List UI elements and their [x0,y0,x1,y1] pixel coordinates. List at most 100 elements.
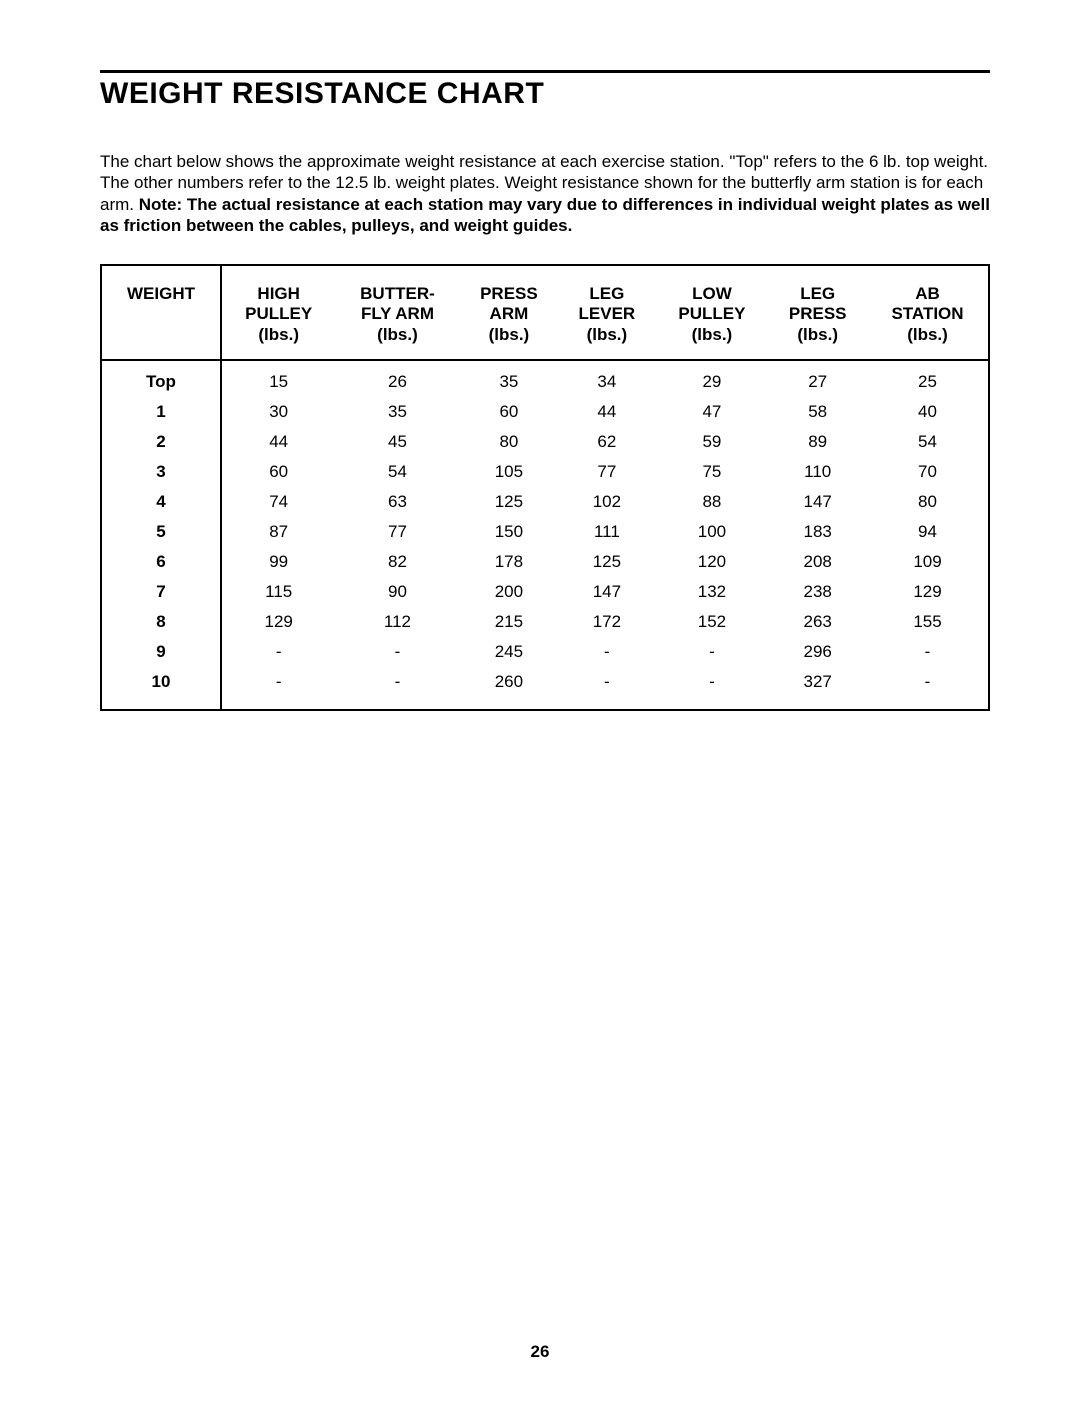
value-cell: 58 [768,397,867,427]
value-cell: 120 [656,547,769,577]
table-row: 130356044475840 [101,397,989,427]
table-header-cell: ABSTATION(lbs.) [867,265,989,360]
value-cell: - [221,667,335,710]
value-cell: 80 [867,487,989,517]
table-row: 36054105777511070 [101,457,989,487]
value-cell: 27 [768,360,867,397]
value-cell: 34 [558,360,655,397]
weight-label-cell: 4 [101,487,221,517]
value-cell: - [558,667,655,710]
value-cell: 183 [768,517,867,547]
value-cell: 70 [867,457,989,487]
table-header-cell: BUTTER-FLY ARM(lbs.) [335,265,459,360]
value-cell: 263 [768,607,867,637]
value-cell: 129 [867,577,989,607]
table-header: WEIGHTHIGHPULLEY(lbs.)BUTTER-FLY ARM(lbs… [101,265,989,360]
value-cell: 15 [221,360,335,397]
weight-label-cell: 9 [101,637,221,667]
value-cell: 44 [221,427,335,457]
value-cell: 47 [656,397,769,427]
table-row: Top15263534292725 [101,360,989,397]
weight-label-cell: 6 [101,547,221,577]
value-cell: 59 [656,427,769,457]
value-cell: 110 [768,457,867,487]
value-cell: 147 [768,487,867,517]
page: WEIGHT RESISTANCE CHART The chart below … [0,0,1080,1402]
table-row: 8129112215172152263155 [101,607,989,637]
page-title: WEIGHT RESISTANCE CHART [100,77,990,111]
value-cell: 35 [335,397,459,427]
value-cell: - [221,637,335,667]
value-cell: 296 [768,637,867,667]
value-cell: 99 [221,547,335,577]
table-row: 711590200147132238129 [101,577,989,607]
value-cell: 111 [558,517,655,547]
value-cell: - [867,667,989,710]
value-cell: 77 [335,517,459,547]
table-row: 474631251028814780 [101,487,989,517]
table-header-row: WEIGHTHIGHPULLEY(lbs.)BUTTER-FLY ARM(lbs… [101,265,989,360]
weight-label-cell: 2 [101,427,221,457]
value-cell: 100 [656,517,769,547]
weight-label-cell: 5 [101,517,221,547]
value-cell: 89 [768,427,867,457]
value-cell: 125 [558,547,655,577]
table-header-cell: LEGLEVER(lbs.) [558,265,655,360]
table-row: 10--260--327- [101,667,989,710]
value-cell: 35 [460,360,559,397]
value-cell: 82 [335,547,459,577]
value-cell: 60 [460,397,559,427]
value-cell: 75 [656,457,769,487]
value-cell: 172 [558,607,655,637]
value-cell: 77 [558,457,655,487]
value-cell: 327 [768,667,867,710]
intro-bold-text: Note: The actual resistance at each stat… [100,195,990,235]
value-cell: 150 [460,517,559,547]
value-cell: 63 [335,487,459,517]
value-cell: 260 [460,667,559,710]
value-cell: - [656,667,769,710]
value-cell: 45 [335,427,459,457]
value-cell: 62 [558,427,655,457]
value-cell: 215 [460,607,559,637]
weight-label-cell: 1 [101,397,221,427]
value-cell: 30 [221,397,335,427]
value-cell: 54 [867,427,989,457]
value-cell: 155 [867,607,989,637]
table-row: 9--245--296- [101,637,989,667]
table-header-cell: HIGHPULLEY(lbs.) [221,265,335,360]
table-header-cell: WEIGHT [101,265,221,360]
value-cell: 245 [460,637,559,667]
value-cell: 132 [656,577,769,607]
value-cell: 94 [867,517,989,547]
resistance-table: WEIGHTHIGHPULLEY(lbs.)BUTTER-FLY ARM(lbs… [100,264,990,711]
value-cell: 115 [221,577,335,607]
weight-label-cell: 8 [101,607,221,637]
intro-paragraph: The chart below shows the approximate we… [100,151,990,236]
value-cell: 105 [460,457,559,487]
value-cell: 147 [558,577,655,607]
value-cell: 178 [460,547,559,577]
value-cell: 44 [558,397,655,427]
value-cell: 152 [656,607,769,637]
table-body: Top1526353429272513035604447584024445806… [101,360,989,710]
value-cell: - [558,637,655,667]
table-header-cell: LOWPULLEY(lbs.) [656,265,769,360]
value-cell: 208 [768,547,867,577]
table-row: 244458062598954 [101,427,989,457]
value-cell: 129 [221,607,335,637]
value-cell: 80 [460,427,559,457]
value-cell: 40 [867,397,989,427]
value-cell: 87 [221,517,335,547]
table-header-cell: PRESSARM(lbs.) [460,265,559,360]
value-cell: 74 [221,487,335,517]
weight-label-cell: 3 [101,457,221,487]
value-cell: 109 [867,547,989,577]
value-cell: 200 [460,577,559,607]
value-cell: 88 [656,487,769,517]
value-cell: - [656,637,769,667]
value-cell: 54 [335,457,459,487]
table-header-cell: LEGPRESS(lbs.) [768,265,867,360]
value-cell: 238 [768,577,867,607]
weight-label-cell: 10 [101,667,221,710]
